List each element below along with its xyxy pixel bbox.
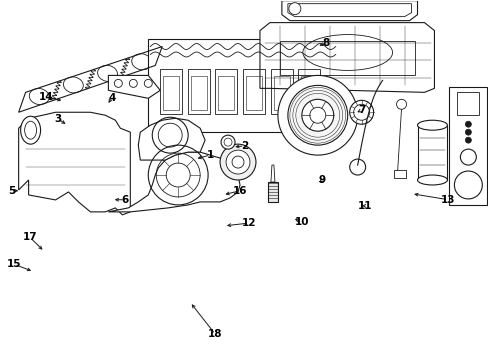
Polygon shape bbox=[270, 165, 274, 182]
Circle shape bbox=[220, 144, 255, 180]
Text: 6: 6 bbox=[121, 195, 128, 205]
Circle shape bbox=[465, 137, 470, 143]
Text: 3: 3 bbox=[55, 114, 61, 124]
Polygon shape bbox=[148, 39, 337, 132]
Polygon shape bbox=[267, 182, 277, 202]
Polygon shape bbox=[108, 75, 160, 98]
Polygon shape bbox=[448, 87, 487, 205]
Text: 4: 4 bbox=[108, 93, 115, 103]
Text: 5: 5 bbox=[8, 186, 15, 196]
Circle shape bbox=[287, 85, 347, 145]
Polygon shape bbox=[108, 152, 240, 212]
Text: 18: 18 bbox=[207, 329, 222, 339]
Text: 13: 13 bbox=[440, 195, 455, 205]
Text: 10: 10 bbox=[294, 217, 308, 227]
Circle shape bbox=[465, 129, 470, 135]
Text: 11: 11 bbox=[357, 201, 372, 211]
Circle shape bbox=[396, 99, 406, 109]
Polygon shape bbox=[281, 1, 417, 21]
Text: 14: 14 bbox=[39, 92, 53, 102]
Ellipse shape bbox=[417, 175, 447, 185]
Circle shape bbox=[277, 75, 357, 155]
Circle shape bbox=[349, 100, 373, 124]
Ellipse shape bbox=[417, 120, 447, 130]
Polygon shape bbox=[260, 23, 433, 92]
Text: 1: 1 bbox=[206, 150, 214, 160]
Polygon shape bbox=[393, 170, 405, 178]
Text: 8: 8 bbox=[322, 38, 329, 48]
Circle shape bbox=[301, 99, 333, 131]
Text: 16: 16 bbox=[232, 186, 246, 196]
Circle shape bbox=[221, 135, 235, 149]
Polygon shape bbox=[138, 118, 204, 160]
Text: 7: 7 bbox=[357, 105, 365, 115]
Circle shape bbox=[465, 121, 470, 127]
Circle shape bbox=[288, 3, 300, 15]
Text: 17: 17 bbox=[22, 232, 37, 242]
Text: 12: 12 bbox=[242, 218, 256, 228]
Polygon shape bbox=[417, 125, 447, 180]
Ellipse shape bbox=[20, 116, 41, 144]
Circle shape bbox=[225, 150, 249, 174]
Text: 15: 15 bbox=[7, 259, 21, 269]
Text: 9: 9 bbox=[318, 175, 325, 185]
Polygon shape bbox=[19, 112, 130, 215]
Text: 2: 2 bbox=[241, 141, 247, 151]
